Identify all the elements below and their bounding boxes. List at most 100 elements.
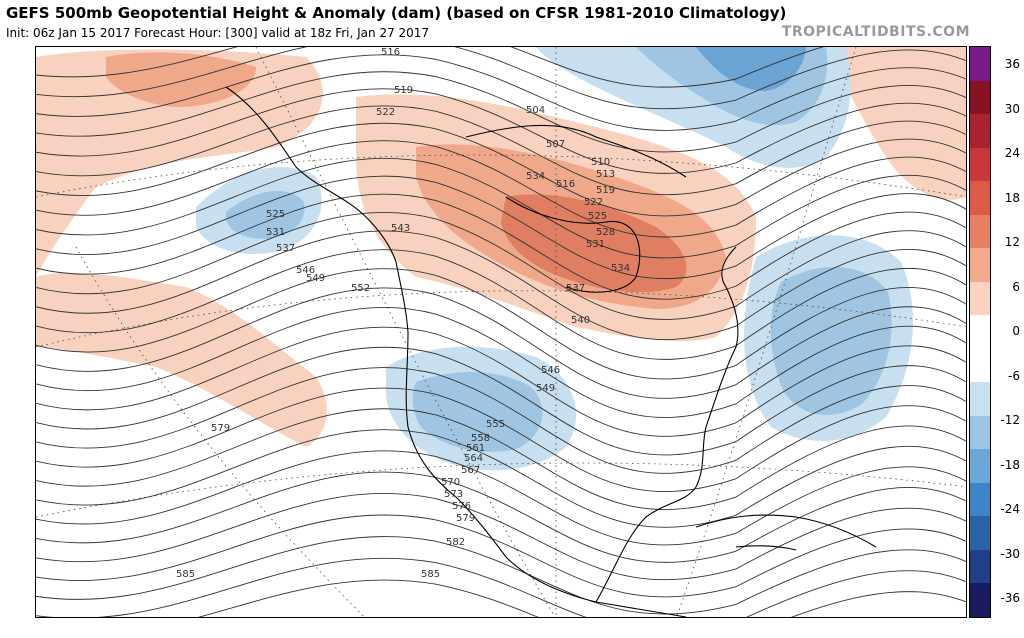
contour-label: 537: [566, 283, 585, 294]
height-contour-line: [36, 230, 966, 340]
height-contour-line: [36, 211, 966, 320]
height-contour-line: [36, 193, 966, 300]
contour-label: 507: [546, 139, 565, 150]
contour-label: 585: [176, 569, 195, 580]
contour-label: 555: [486, 419, 505, 430]
anomaly-colorbar: [969, 46, 991, 618]
height-contour-line: [36, 387, 966, 492]
contour-label: 516: [381, 47, 400, 58]
contour-label: 522: [584, 197, 603, 208]
brand-watermark: TROPICALTIDBITS.COM: [781, 24, 970, 40]
height-contour-line: [197, 579, 966, 617]
colorbar-segment: [970, 348, 990, 383]
coast-arctic-islands: [465, 124, 687, 178]
contour-label: 522: [376, 107, 395, 118]
height-contour-line: [36, 450, 966, 546]
coast-caribbean: [695, 514, 877, 551]
colorbar-segment: [970, 382, 990, 417]
coastlines: [225, 86, 877, 617]
colorbar-segment: [970, 114, 990, 149]
contour-label: 525: [588, 211, 607, 222]
coast-hudson: [505, 196, 641, 293]
contour-label: 513: [596, 169, 615, 180]
height-contour-line: [36, 105, 966, 196]
colorbar-tick-label: -18: [1000, 457, 1020, 472]
height-contour-line: [36, 54, 966, 131]
colorbar-segment: [970, 516, 990, 551]
height-contour-line: [36, 557, 966, 617]
contour-label: 534: [611, 263, 630, 274]
height-contour-line: [36, 493, 966, 581]
chart-title: GEFS 500mb Geopotential Height & Anomaly…: [6, 4, 787, 22]
height-contour-line: [36, 140, 966, 238]
contour-label: 531: [586, 239, 605, 250]
colorbar-labels: 36 30 24 18 12 6 0 -6 -12 -18 -24 -30 -36: [994, 46, 1024, 618]
contour-label: 516: [556, 179, 575, 190]
height-contour-line: [36, 536, 966, 615]
contour-label: 519: [394, 85, 413, 96]
anomaly-positive-pacific: [36, 272, 327, 447]
height-contour-line: [36, 306, 966, 418]
height-contour-line: [36, 326, 966, 437]
anomaly-shading: [36, 47, 966, 471]
height-contour-line: [36, 268, 966, 380]
height-contour-line: [36, 287, 966, 399]
contour-label: 540: [571, 315, 590, 326]
colorbar-segment: [970, 549, 990, 584]
contour-label: 528: [596, 227, 615, 238]
contour-label: 558: [471, 433, 490, 444]
contour-label: 504: [526, 105, 545, 116]
contour-label: 534: [526, 171, 545, 182]
anomaly-positive-alaska-core: [106, 52, 256, 107]
contour-label: 510: [591, 157, 610, 168]
contour-label: 546: [541, 365, 560, 376]
contour-label: 561: [466, 443, 485, 454]
colorbar-tick-label: 0: [1012, 324, 1020, 338]
anomaly-positive-canada-core: [501, 194, 687, 293]
colorbar-tick-label: 18: [1004, 190, 1020, 205]
coast-west-north-america: [395, 261, 597, 603]
colorbar-segment: [970, 248, 990, 283]
contour-label: 525: [266, 209, 285, 220]
colorbar-tick-label: -24: [1000, 502, 1020, 516]
colorbar-segment: [970, 47, 990, 82]
contour-label: 543: [391, 223, 410, 234]
height-contour-line: [36, 471, 966, 563]
height-contour-line: [36, 367, 966, 474]
chart-subtitle: Init: 06z Jan 15 2017 Forecast Hour: [30…: [6, 26, 430, 40]
contour-label: 576: [452, 501, 471, 512]
contour-label: 585: [421, 569, 440, 580]
colorbar-segment: [970, 147, 990, 182]
colorbar-tick-label: -6: [1008, 368, 1020, 383]
colorbar-segment: [970, 281, 990, 316]
height-contour-line: [36, 47, 966, 110]
contour-label: 531: [266, 227, 285, 238]
height-contour-line: [36, 429, 966, 528]
height-contour-line: [36, 71, 966, 153]
height-contour-line: [36, 408, 966, 510]
contour-label: 537: [276, 243, 295, 254]
coast-gulf-east: [595, 246, 739, 603]
height-contour-line: [36, 88, 966, 174]
coast-alaska: [225, 86, 397, 263]
height-contour-line: [36, 157, 966, 259]
contour-label: 549: [536, 383, 555, 394]
colorbar-segment: [970, 181, 990, 216]
height-contours: [36, 47, 966, 617]
contour-label: 573: [444, 489, 463, 500]
colorbar-tick-label: -36: [1000, 591, 1020, 605]
contour-label: 582: [446, 537, 465, 548]
contour-label: 567: [461, 465, 480, 476]
colorbar-tick-label: 6: [1012, 279, 1020, 294]
anomaly-negative-west-us-core: [412, 371, 543, 452]
contour-label: 579: [456, 513, 475, 524]
height-contour-line: [36, 346, 966, 456]
height-contour-line: [36, 249, 966, 360]
colorbar-tick-label: 30: [1004, 101, 1020, 116]
colorbar-segment: [970, 214, 990, 249]
contour-label: 552: [351, 283, 370, 294]
height-contour-line: [36, 514, 966, 598]
anomaly-positive-atlantic: [826, 47, 966, 200]
contour-label: 519: [596, 185, 615, 196]
